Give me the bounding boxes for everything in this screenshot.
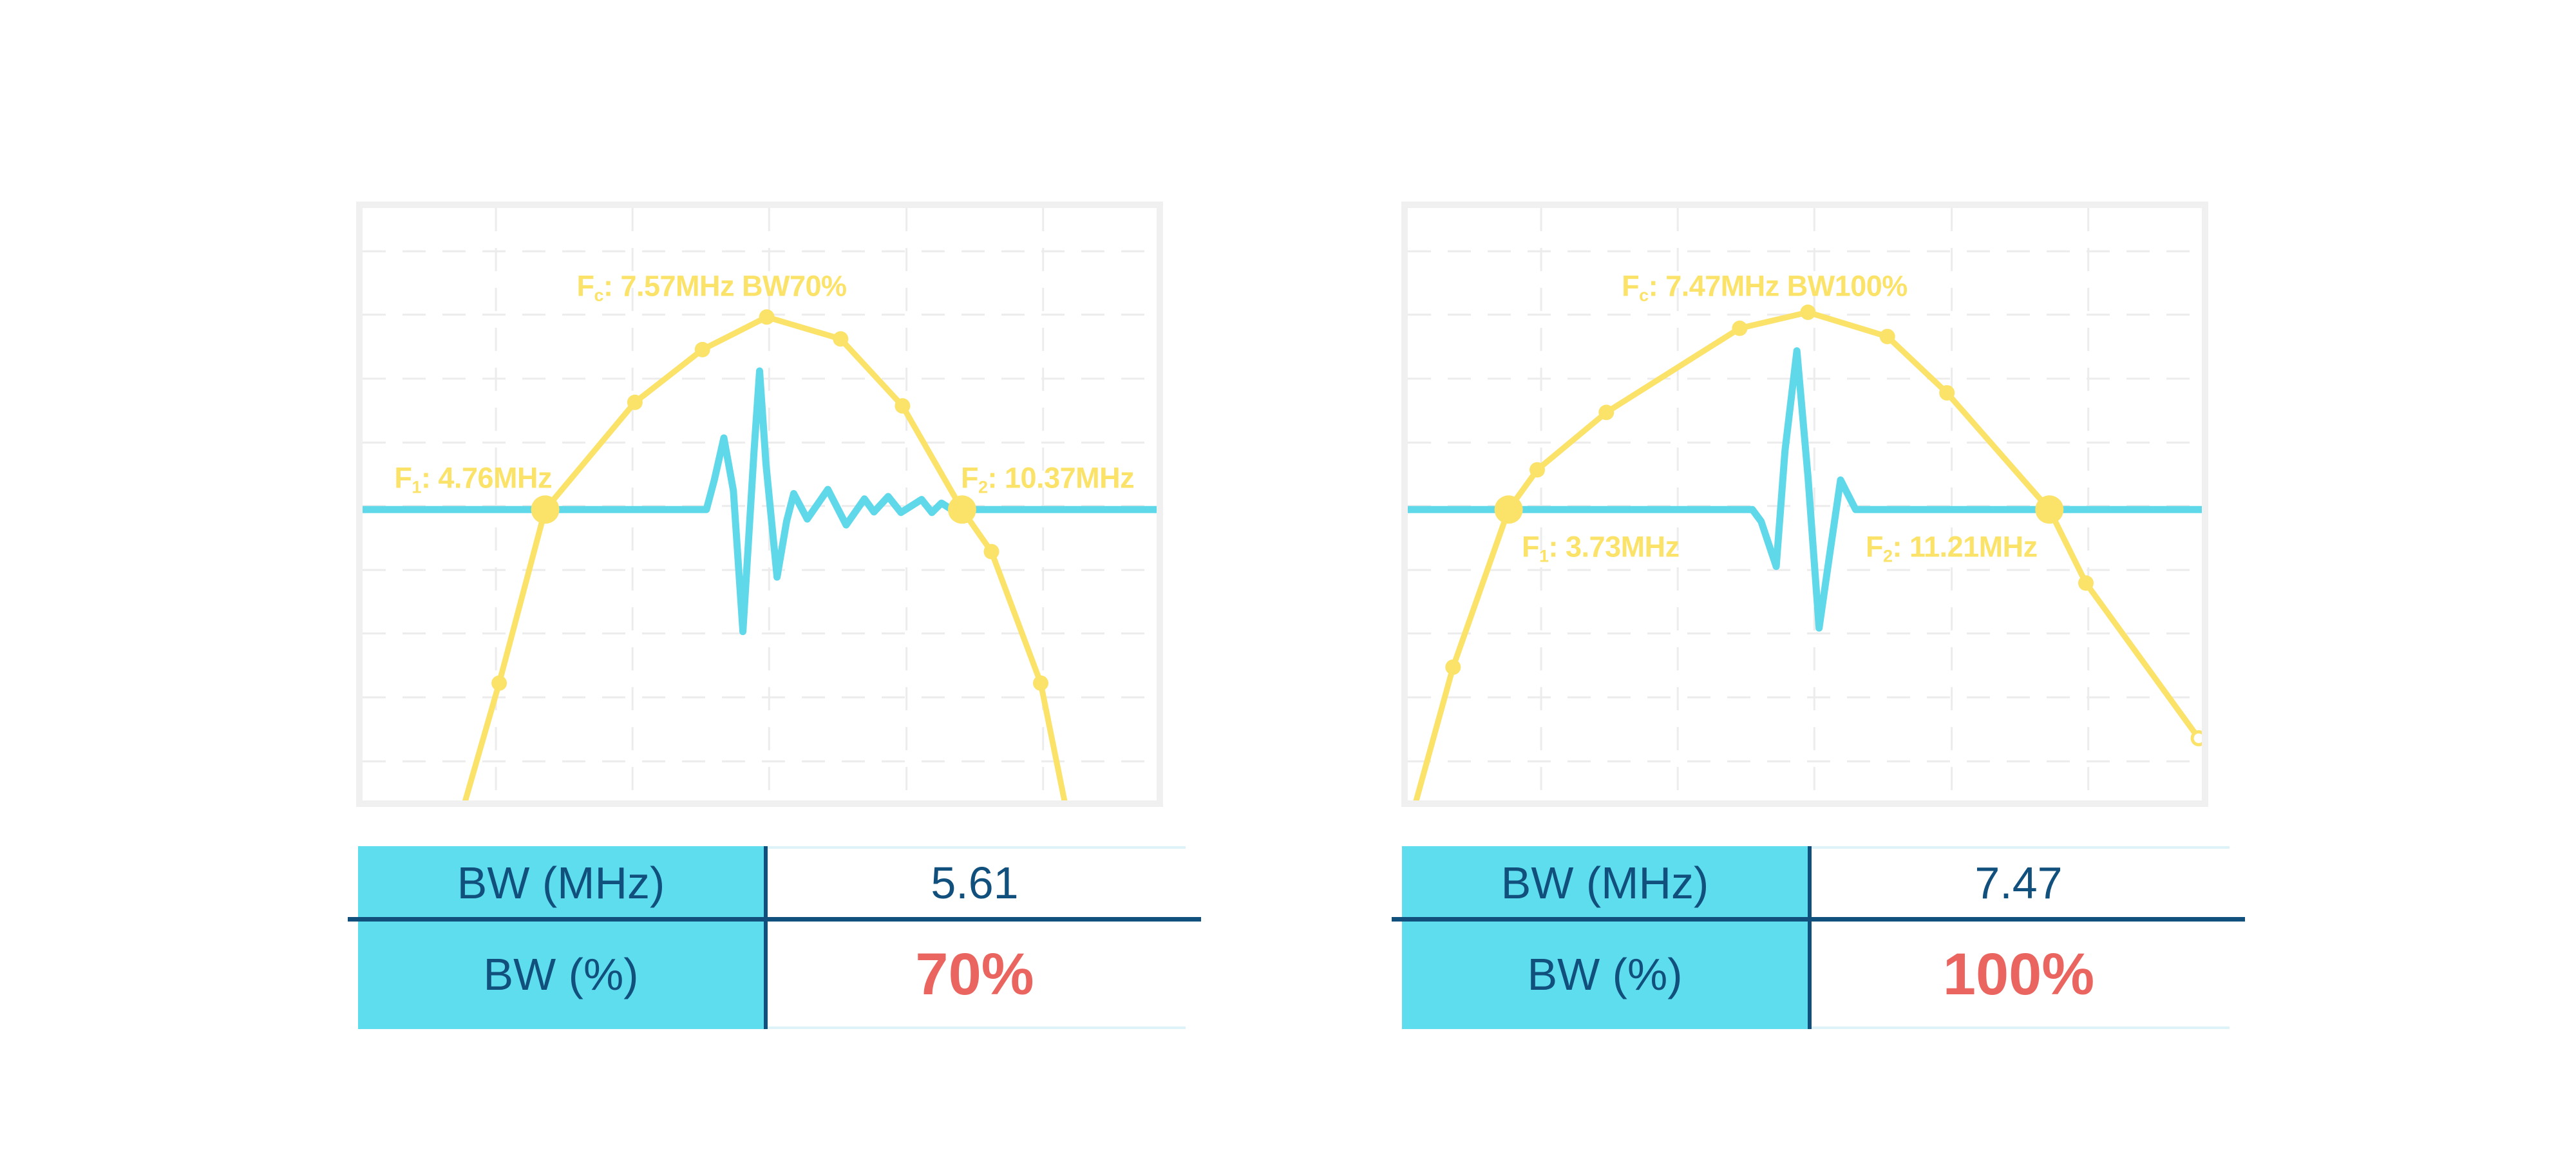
echo-pulse-waveform xyxy=(363,367,1157,636)
table-divider-horizontal xyxy=(1392,917,2245,922)
spectrum-point-marker xyxy=(1530,462,1545,478)
f1-symbol: F xyxy=(1522,530,1540,563)
bandwidth-table-bw70: BW (MHz) 5.61 BW (%) 70% xyxy=(348,846,1201,1029)
fc-subscript: c xyxy=(1639,285,1649,305)
fc-value: : 7.47MHz BW100% xyxy=(1648,269,1908,303)
table-row: BW (MHz) 5.61 xyxy=(358,846,1186,920)
spectrum-point-marker xyxy=(895,398,911,414)
row-header-bw-mhz: BW (MHz) xyxy=(358,846,764,920)
f1-value: : 4.76MHz xyxy=(421,461,553,495)
value-cell-bottom-border xyxy=(768,1026,1186,1029)
spectrum-point-marker xyxy=(1598,404,1615,421)
spectrum-point-marker xyxy=(1939,385,1955,401)
spectrum-plot-bw100 xyxy=(1408,208,2202,800)
f2-annotation: F2: 10.37MHz xyxy=(961,461,1135,497)
spectrum-point-marker xyxy=(1732,320,1748,336)
fc-subscript: c xyxy=(594,285,603,305)
spectrum-chart-bw70: Fc: 7.57MHz BW70% F1: 4.76MHz F2: 10.37M… xyxy=(356,202,1163,807)
row-header-bw-percent: BW (%) xyxy=(358,920,764,1029)
spectrum-point-marker xyxy=(627,394,643,410)
spectrum-point-marker xyxy=(759,309,775,325)
spectrum-curve xyxy=(462,314,1068,800)
fc-symbol: F xyxy=(576,269,594,303)
table-divider-vertical xyxy=(1808,846,1812,1029)
f2-value: : 10.37MHz xyxy=(987,461,1135,495)
bandwidth-crossing-marker xyxy=(2035,495,2064,524)
table-row: BW (%) 100% xyxy=(1402,920,2230,1029)
f1-annotation: F1: 3.73MHz xyxy=(1522,532,1680,565)
spectrum-point-marker xyxy=(1445,659,1461,675)
f2-symbol: F xyxy=(1866,530,1884,563)
table-divider-vertical xyxy=(764,846,768,1029)
bw-mhz-value: 7.47 xyxy=(1808,846,2230,920)
spectrum-chart-bw100: Fc: 7.47MHz BW100% F1: 3.73MHz F2: 11.21… xyxy=(1401,202,2208,807)
spectrum-point-marker xyxy=(983,544,999,560)
spectrum-plot-bw70 xyxy=(363,208,1157,800)
row-header-bw-mhz: BW (MHz) xyxy=(1402,846,1808,920)
f1-symbol: F xyxy=(394,461,412,495)
table-row: BW (MHz) 7.47 xyxy=(1402,846,2230,920)
f2-subscript: 2 xyxy=(978,477,988,497)
f1-subscript: 1 xyxy=(1539,546,1549,566)
bw-percent-value: 70% xyxy=(764,920,1186,1029)
f2-annotation: F2: 11.21MHz xyxy=(1866,532,2038,565)
f2-subscript: 2 xyxy=(1883,546,1893,566)
echo-pulse-waveform xyxy=(1408,347,2202,632)
f2-symbol: F xyxy=(961,461,979,495)
center-frequency-annotation: Fc: 7.57MHz BW70% xyxy=(576,269,847,305)
f2-value: : 11.21MHz xyxy=(1892,530,2038,563)
spectrum-point-marker xyxy=(833,331,849,347)
bandwidth-crossing-marker xyxy=(1494,495,1523,524)
value-cell-top-border xyxy=(1812,846,2230,849)
row-header-bw-percent: BW (%) xyxy=(1402,920,1808,1029)
spectrum-point-marker xyxy=(491,675,507,691)
bw-mhz-value: 5.61 xyxy=(764,846,1186,920)
value-cell-top-border xyxy=(768,846,1186,849)
spectrum-point-marker xyxy=(694,341,710,357)
table-row: BW (%) 70% xyxy=(358,920,1186,1029)
curve-end-open-marker xyxy=(2190,730,2202,746)
bandwidth-crossing-marker xyxy=(947,495,976,524)
spectrum-point-marker xyxy=(2078,575,2094,591)
center-frequency-annotation: Fc: 7.47MHz BW100% xyxy=(1622,271,1908,304)
fc-symbol: F xyxy=(1622,269,1640,303)
bw-percent-value: 100% xyxy=(1808,920,2230,1029)
bandwidth-table-bw100: BW (MHz) 7.47 BW (%) 100% xyxy=(1392,846,2245,1029)
table-divider-horizontal xyxy=(348,917,1201,922)
value-cell-bottom-border xyxy=(1812,1026,2230,1029)
f1-annotation: F1: 4.76MHz xyxy=(394,463,552,496)
spectrum-point-marker xyxy=(1800,304,1816,320)
spectrum-point-marker xyxy=(1033,675,1048,691)
f1-value: : 3.73MHz xyxy=(1548,530,1680,563)
bandwidth-crossing-marker xyxy=(531,495,560,524)
fc-value: : 7.57MHz BW70% xyxy=(603,269,847,303)
spectrum-point-marker xyxy=(1879,328,1895,345)
f1-subscript: 1 xyxy=(412,477,421,497)
